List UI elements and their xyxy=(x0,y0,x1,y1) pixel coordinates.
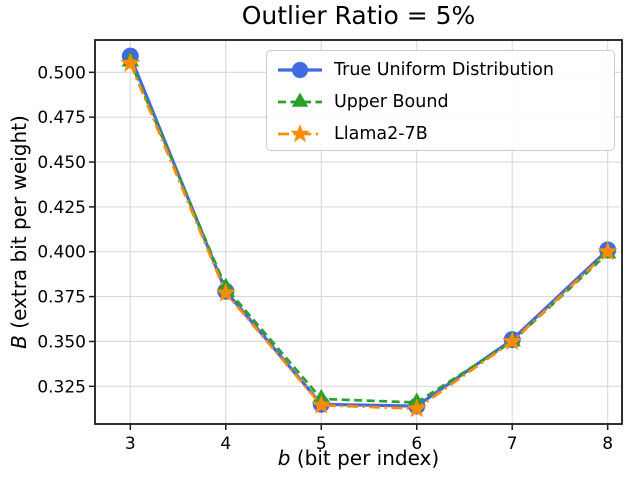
marker-star xyxy=(290,124,310,143)
legend-item-upper-bound: Upper Bound xyxy=(275,86,614,118)
marker-star xyxy=(502,330,523,350)
x-tick-label: 3 xyxy=(125,434,136,454)
legend-label: Llama2-7B xyxy=(334,124,428,144)
legend-sample-triangle-icon xyxy=(278,92,322,107)
chart-title: Outlier Ratio = 5% xyxy=(241,1,476,30)
series-llama2-7b xyxy=(120,52,618,418)
legend-item-llama2-7b: Llama2-7B xyxy=(275,118,614,150)
x-axis-label: b (bit per index) xyxy=(95,446,622,470)
x-axis-label-variable: b xyxy=(277,446,291,470)
line-llama2-7b xyxy=(129,62,609,411)
ticks: 3 4 5 6 7 8 0.325 0.350 0.375 0.400 0.425 0.450 0.47… xyxy=(37,63,613,454)
legend-sample-star-icon xyxy=(278,124,322,143)
y-tick-label: 0.325 xyxy=(37,377,86,397)
legend: True Uniform Distribution Upper Bound Ll… xyxy=(266,50,615,151)
legend-item-true-uniform-distribution: True Uniform Distribution xyxy=(275,54,614,86)
x-tick-label: 7 xyxy=(507,434,518,454)
x-tick-label: 8 xyxy=(602,434,613,454)
legend-label: True Uniform Distribution xyxy=(334,60,554,80)
legend-label: Upper Bound xyxy=(334,92,449,112)
marker-circle xyxy=(291,61,309,79)
marker-star xyxy=(215,282,236,302)
marker-triangle xyxy=(291,92,309,107)
y-axis-label: B (extra bit per weight) xyxy=(7,115,31,349)
x-tick-label: 6 xyxy=(411,434,422,454)
y-axis-label-variable: B xyxy=(7,335,31,349)
x-tick-label: 4 xyxy=(220,434,231,454)
y-tick-label: 0.450 xyxy=(37,153,86,173)
y-tick-label: 0.475 xyxy=(37,108,86,128)
axes-spines xyxy=(94,39,623,425)
x-tick-label: 5 xyxy=(316,434,327,454)
y-axis-label-rest: (extra bit per weight) xyxy=(7,115,31,336)
marker-star xyxy=(311,394,332,414)
x-axis-label-rest: (bit per index) xyxy=(290,446,440,470)
y-tick-label: 0.400 xyxy=(37,243,86,263)
series xyxy=(120,47,618,418)
marker-star xyxy=(406,398,427,418)
marker-star xyxy=(120,52,141,72)
y-tick-label: 0.375 xyxy=(37,288,86,308)
line-upper-bound xyxy=(129,60,609,404)
y-tick-label: 0.425 xyxy=(37,198,86,218)
y-tick-label: 0.350 xyxy=(37,332,86,352)
y-tick-label: 0.500 xyxy=(37,63,86,83)
legend-sample-circle-icon xyxy=(278,61,322,79)
marker-star xyxy=(597,241,618,261)
